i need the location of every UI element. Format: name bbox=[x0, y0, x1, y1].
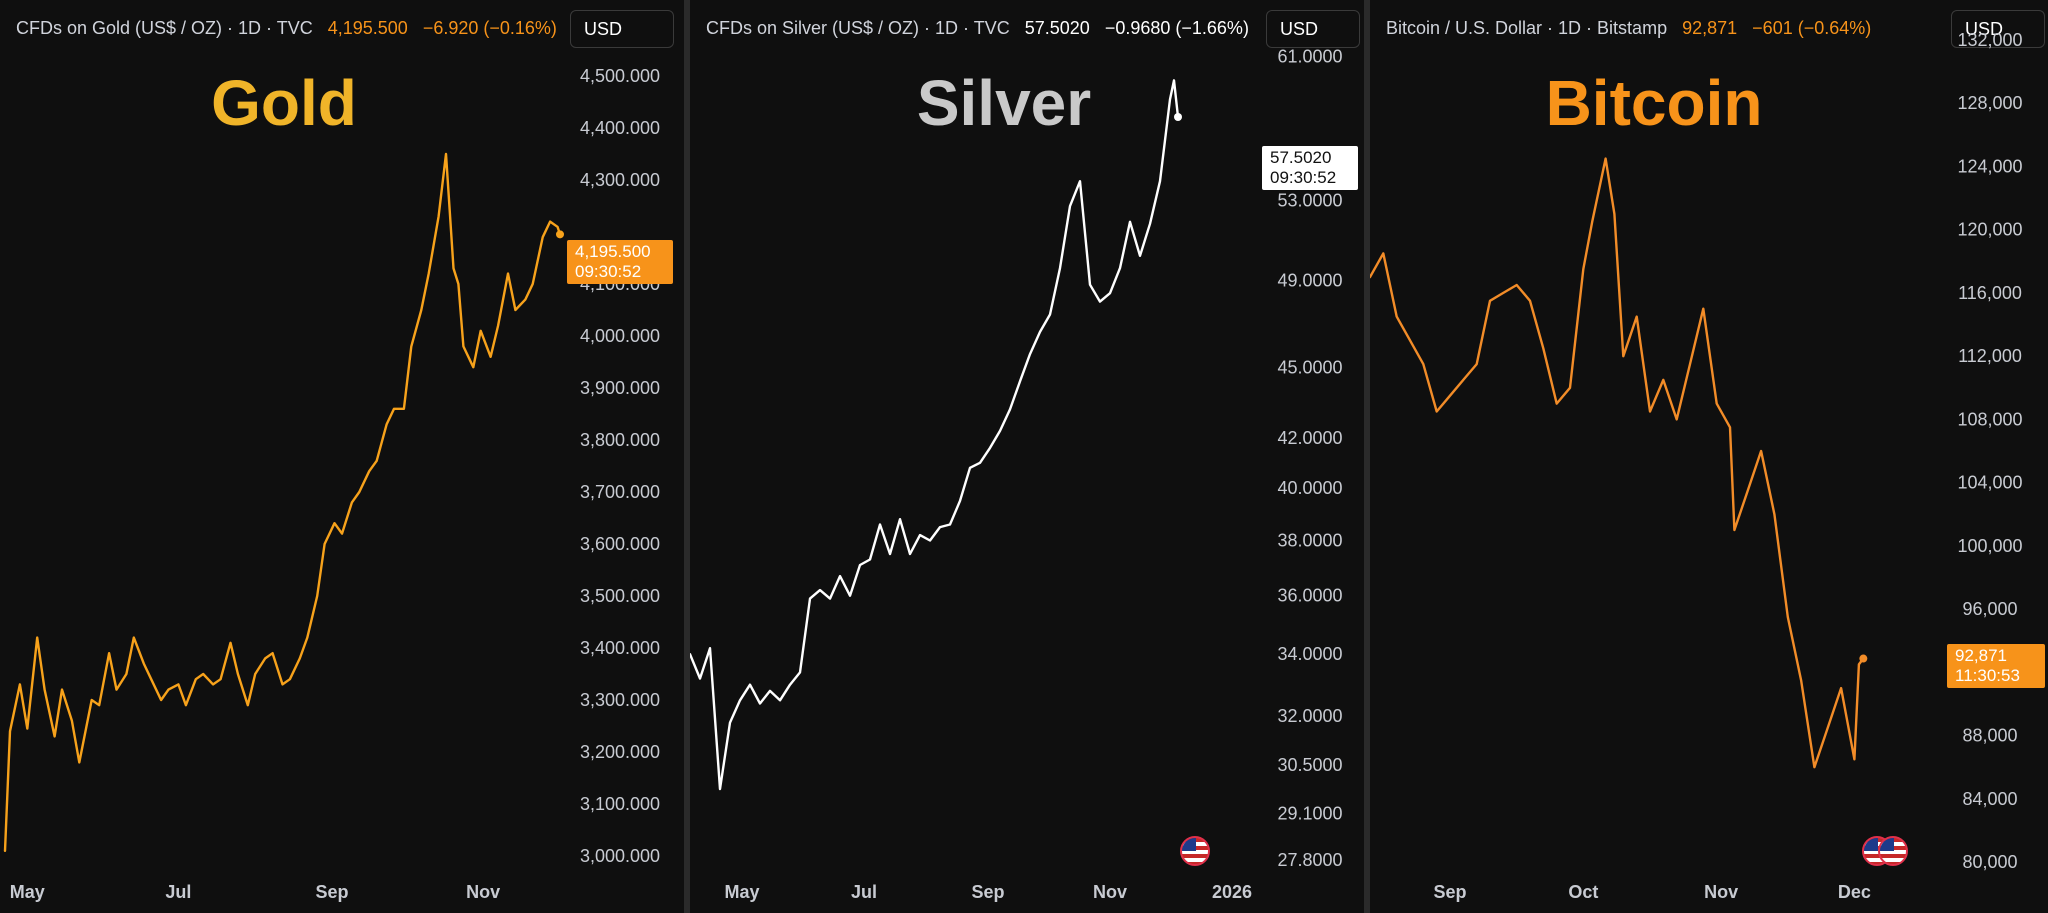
symbol-name: CFDs on Silver (US$ / OZ) · 1D · TVC bbox=[706, 18, 1010, 38]
y-axis-tick: 4,500.000 bbox=[580, 66, 660, 86]
last-price: 57.5020 bbox=[1024, 18, 1090, 38]
symbol-header: CFDs on Silver (US$ / OZ) · 1D · TVC 57.… bbox=[706, 18, 1249, 39]
us-flag-icon[interactable] bbox=[1180, 836, 1210, 866]
y-axis-tick: 112,000 bbox=[1958, 346, 2022, 366]
price-chart[interactable]: 4,500.0004,400.0004,300.0004,100.0004,00… bbox=[0, 0, 684, 913]
last-price: 92,871 bbox=[1682, 18, 1738, 38]
price-tag-value: 4,195.500 bbox=[575, 242, 651, 261]
price-series-line bbox=[1370, 157, 1865, 769]
chart-title: Silver bbox=[916, 67, 1092, 139]
chart-panel-gold[interactable]: CFDs on Gold (US$ / OZ) · 1D · TVC 4,195… bbox=[0, 0, 684, 913]
y-axis-tick: 96,000 bbox=[1962, 599, 2017, 619]
y-axis-tick: 3,900.000 bbox=[580, 378, 660, 398]
x-axis-tick: Sep bbox=[971, 882, 1004, 902]
y-axis-tick: 80,000 bbox=[1962, 852, 2017, 872]
y-axis-tick: 32.0000 bbox=[1277, 706, 1342, 726]
y-axis-tick: 3,500.000 bbox=[580, 586, 660, 606]
y-axis-tick: 3,100.000 bbox=[580, 794, 660, 814]
last-price-point bbox=[556, 230, 564, 239]
symbol-header: CFDs on Gold (US$ / OZ) · 1D · TVC 4,195… bbox=[16, 18, 557, 39]
y-axis-tick: 3,700.000 bbox=[580, 482, 660, 502]
us-flag-icon[interactable] bbox=[1878, 836, 1908, 866]
x-axis-tick: Oct bbox=[1568, 882, 1598, 902]
y-axis-tick: 104,000 bbox=[1957, 473, 2022, 493]
y-axis-tick: 4,400.000 bbox=[580, 118, 660, 138]
price-series-line bbox=[690, 79, 1180, 791]
currency-button[interactable]: USD bbox=[570, 10, 674, 48]
x-axis-tick: Sep bbox=[316, 882, 349, 902]
price-tag-time: 11:30:53 bbox=[1955, 666, 2020, 685]
currency-button[interactable]: USD bbox=[1951, 10, 2045, 48]
price-tag: 4,195.500 09:30:52 bbox=[567, 240, 673, 284]
y-axis-tick: 84,000 bbox=[1962, 789, 2017, 809]
price-chart[interactable]: 132,000 128,000 124,000 120,000 116,000 112,0… bbox=[1370, 0, 2048, 913]
y-axis-tick: 40.0000 bbox=[1277, 478, 1342, 498]
y-axis-tick: 30.5000 bbox=[1277, 755, 1342, 775]
price-change: −601 (−0.64%) bbox=[1752, 18, 1872, 38]
price-change: −0.9680 (−1.66%) bbox=[1104, 18, 1249, 38]
x-axis-tick: Jul bbox=[851, 882, 877, 902]
y-axis-tick: 29.1000 bbox=[1277, 803, 1342, 823]
currency-button[interactable]: USD bbox=[1266, 10, 1360, 48]
y-axis-tick: 3,800.000 bbox=[580, 430, 660, 450]
last-price-point bbox=[1174, 112, 1182, 121]
y-axis-tick: 3,300.000 bbox=[580, 690, 660, 710]
symbol-header: Bitcoin / U.S. Dollar · 1D · Bitstamp 92… bbox=[1386, 18, 1871, 39]
last-price-point bbox=[1859, 654, 1868, 663]
price-tag-time: 09:30:52 bbox=[1270, 168, 1337, 187]
y-axis-tick: 3,000.000 bbox=[580, 846, 660, 866]
x-axis-tick: Nov bbox=[466, 882, 500, 902]
y-axis-tick: 34.0000 bbox=[1277, 644, 1342, 664]
x-axis-tick: May bbox=[10, 882, 45, 902]
price-chart[interactable]: 61.0000 53.0000 49.0000 45.0000 42.0000 40.00… bbox=[690, 0, 1364, 913]
x-axis-tick: Jul bbox=[165, 882, 191, 902]
y-axis-tick: 116,000 bbox=[1958, 283, 2022, 303]
y-axis-tick: 4,300.000 bbox=[580, 170, 660, 190]
y-axis-tick: 53.0000 bbox=[1277, 190, 1342, 210]
y-axis-tick: 108,000 bbox=[1957, 409, 2022, 429]
y-axis-tick: 36.0000 bbox=[1277, 586, 1342, 606]
y-axis-tick: 3,600.000 bbox=[580, 534, 660, 554]
x-axis-tick: 2026 bbox=[1212, 882, 1252, 902]
y-axis-tick: 27.8000 bbox=[1277, 850, 1342, 870]
y-axis-tick: 3,200.000 bbox=[580, 742, 660, 762]
price-series-line bbox=[3, 152, 562, 852]
y-axis-tick: 88,000 bbox=[1962, 726, 2017, 746]
last-price: 4,195.500 bbox=[327, 18, 408, 38]
y-axis-tick: 61.0000 bbox=[1277, 47, 1342, 67]
x-axis-tick: Sep bbox=[1433, 882, 1466, 902]
symbol-name: CFDs on Gold (US$ / OZ) · 1D · TVC bbox=[16, 18, 313, 38]
price-change: −6.920 (−0.16%) bbox=[422, 18, 557, 38]
x-axis-tick: Nov bbox=[1704, 882, 1738, 902]
x-axis-tick: May bbox=[724, 882, 759, 902]
chart-panel-silver[interactable]: CFDs on Silver (US$ / OZ) · 1D · TVC 57.… bbox=[690, 0, 1364, 913]
y-axis-tick: 38.0000 bbox=[1277, 530, 1342, 550]
x-axis-tick: Nov bbox=[1093, 882, 1127, 902]
symbol-name: Bitcoin / U.S. Dollar · 1D · Bitstamp bbox=[1386, 18, 1668, 38]
chart-panel-bitcoin[interactable]: Bitcoin / U.S. Dollar · 1D · Bitstamp 92… bbox=[1370, 0, 2048, 913]
y-axis-tick: 3,400.000 bbox=[580, 638, 660, 658]
price-tag: 57.5020 09:30:52 bbox=[1262, 146, 1358, 190]
y-axis-tick: 128,000 bbox=[1957, 93, 2022, 113]
price-tag: 92,871 11:30:53 bbox=[1947, 644, 2045, 688]
y-axis-tick: 49.0000 bbox=[1277, 271, 1342, 291]
chart-title: Gold bbox=[211, 67, 357, 139]
chart-title: Bitcoin bbox=[1545, 67, 1763, 139]
price-tag-time: 09:30:52 bbox=[575, 262, 642, 281]
y-axis-tick: 100,000 bbox=[1957, 536, 2022, 556]
price-tag-value: 92,871 bbox=[1955, 646, 2007, 665]
y-axis-tick: 4,000.000 bbox=[580, 326, 660, 346]
y-axis-tick: 124,000 bbox=[1957, 156, 2022, 176]
y-axis-tick: 42.0000 bbox=[1277, 428, 1342, 448]
y-axis-tick: 132,000 bbox=[1957, 30, 2022, 50]
y-axis-tick: 120,000 bbox=[1957, 220, 2022, 240]
x-axis-tick: Dec bbox=[1838, 882, 1871, 902]
y-axis-tick: 45.0000 bbox=[1277, 358, 1342, 378]
price-tag-value: 57.5020 bbox=[1270, 148, 1332, 167]
